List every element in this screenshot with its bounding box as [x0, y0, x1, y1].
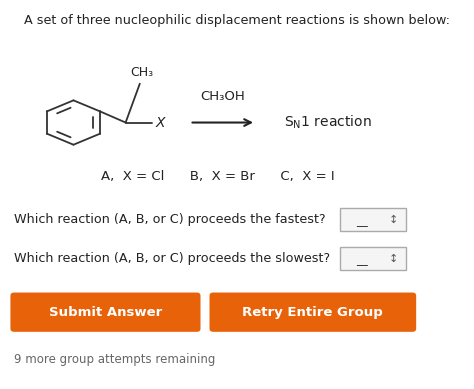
- Text: ↕: ↕: [389, 254, 399, 264]
- Text: __: __: [356, 213, 372, 226]
- Text: S$_{\mathregular{N}}$1 reaction: S$_{\mathregular{N}}$1 reaction: [284, 114, 372, 131]
- Text: CH₃OH: CH₃OH: [201, 90, 245, 103]
- Text: Which reaction (A, B, or C) proceeds the slowest?: Which reaction (A, B, or C) proceeds the…: [14, 252, 330, 265]
- Text: 9 more group attempts remaining: 9 more group attempts remaining: [14, 353, 216, 366]
- Text: X: X: [155, 116, 165, 130]
- FancyBboxPatch shape: [340, 209, 406, 231]
- Text: Which reaction (A, B, or C) proceeds the fastest?: Which reaction (A, B, or C) proceeds the…: [14, 213, 326, 226]
- Text: ↕: ↕: [389, 215, 399, 225]
- Text: Retry Entire Group: Retry Entire Group: [243, 306, 383, 319]
- FancyBboxPatch shape: [340, 247, 406, 270]
- Text: Submit Answer: Submit Answer: [49, 306, 162, 319]
- Text: __: __: [356, 252, 372, 265]
- Text: A set of three nucleophilic displacement reactions is shown below:: A set of three nucleophilic displacement…: [24, 14, 450, 26]
- FancyBboxPatch shape: [210, 293, 416, 332]
- Text: CH₃: CH₃: [131, 66, 154, 79]
- FancyBboxPatch shape: [10, 293, 201, 332]
- Text: A,  X = Cl      B,  X = Br      C,  X = I: A, X = Cl B, X = Br C, X = I: [101, 170, 335, 184]
